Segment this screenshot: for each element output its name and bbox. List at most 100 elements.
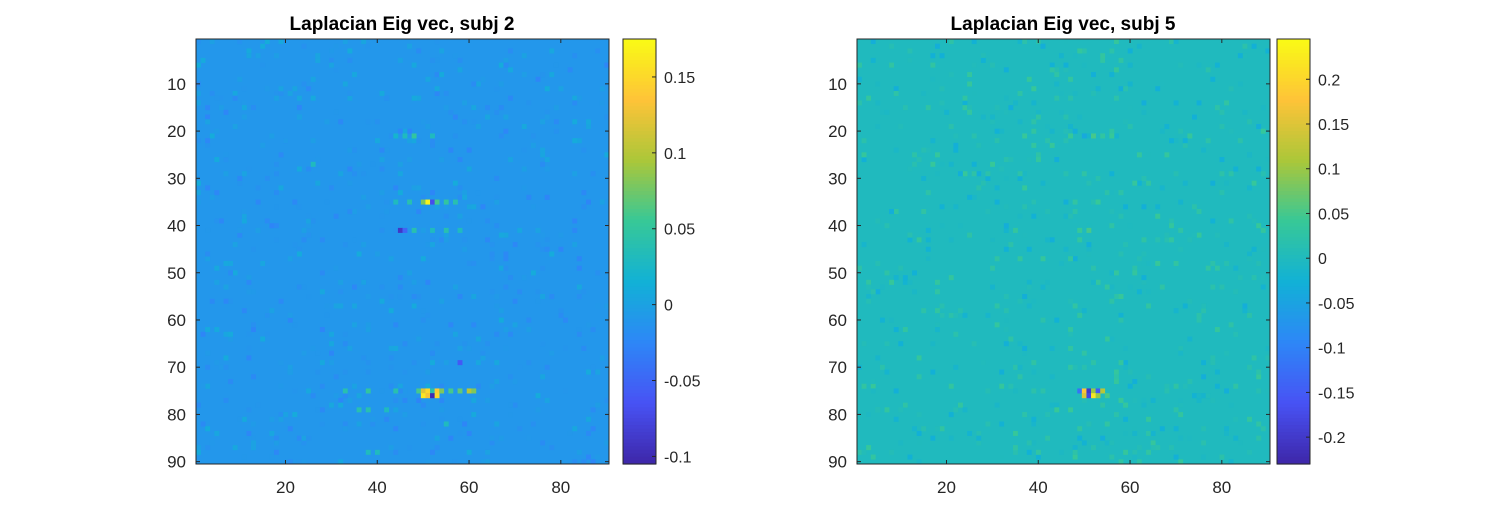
heatmap-texture-cell [1003,227,1009,233]
heatmap-texture-cell [214,430,220,436]
colorbar-strip [623,371,656,377]
heatmap-texture-cell [352,322,357,328]
heatmap-texture-cell [1035,421,1041,427]
heatmap-texture-cell [462,190,468,196]
heatmap-texture-cell [576,449,582,455]
heatmap-cell [430,199,435,205]
heatmap-texture-cell [1159,128,1165,134]
colorbar-strip [1277,145,1310,150]
heatmap-texture-cell [228,331,234,337]
heatmap-texture-cell [443,105,449,111]
heatmap-texture-cell [218,364,224,370]
heatmap-texture-cell [1196,393,1202,399]
heatmap-texture-cell [287,312,293,318]
heatmap-cell [457,227,463,233]
heatmap-texture-cell [251,289,256,295]
colorbar-strip [1277,60,1310,65]
y-tick-label: 30 [167,169,186,188]
heatmap-texture-cell [393,449,399,455]
heatmap-texture-cell [347,345,353,351]
colorbar-strip [1277,389,1310,394]
heatmap-texture-cell [420,256,426,262]
heatmap-texture-cell [857,62,862,68]
heatmap-texture-cell [971,39,977,45]
heatmap-texture-cell [1003,157,1009,163]
heatmap-texture-cell [1100,336,1106,342]
heatmap-texture-cell [1058,109,1064,115]
heatmap-texture-cell [939,312,945,318]
heatmap-texture-cell [1205,393,1211,399]
heatmap-texture-cell [388,345,394,351]
heatmap-texture-cell [962,171,968,177]
heatmap-texture-cell [292,86,298,92]
colorbar-strip [623,226,656,231]
heatmap-texture-cell [1196,232,1202,238]
heatmap-texture-cell [530,142,536,148]
heatmap-texture-cell [1022,345,1028,351]
heatmap-texture-cell [255,53,261,59]
heatmap-texture-cell [508,275,513,281]
heatmap-texture-cell [517,364,523,370]
heatmap-texture-cell [457,213,463,219]
heatmap-texture-cell [466,147,472,153]
heatmap-texture-cell [260,43,266,49]
heatmap-texture-cell [494,194,500,200]
heatmap-texture-cell [590,459,596,465]
heatmap-texture-cell [200,383,206,389]
heatmap-cell [1100,388,1106,394]
heatmap-texture-cell [1017,270,1023,276]
heatmap-texture-cell [1031,86,1037,92]
heatmap-texture-cell [1201,393,1207,399]
heatmap-texture-cell [1100,133,1106,139]
heatmap-cell [1095,393,1101,399]
heatmap-texture-cell [434,39,440,45]
heatmap-texture-cell [939,303,945,309]
colorbar-strip [1277,95,1310,100]
colorbar-strip [623,230,656,235]
heatmap-texture-cell [508,95,513,101]
heatmap-texture-cell [356,421,362,427]
heatmap-texture-cell [342,341,348,347]
heatmap-texture-cell [388,308,394,314]
heatmap-texture-cell [907,232,913,238]
heatmap-texture-cell [1072,449,1078,455]
heatmap-texture-cell [342,426,348,432]
heatmap-texture-cell [1072,454,1078,460]
heatmap-texture-cell [237,232,243,238]
heatmap-texture-cell [352,284,357,290]
heatmap-texture-cell [576,95,582,101]
heatmap-texture-cell [1113,369,1119,375]
heatmap-texture-cell [1182,303,1188,309]
heatmap-texture-cell [1233,327,1239,333]
colorbar-strip [623,347,656,352]
heatmap-texture-cell [879,317,885,323]
heatmap-texture-cell [1109,440,1115,446]
heatmap-texture-cell [301,459,307,465]
colorbar-strip [1277,226,1310,231]
heatmap-texture-cell [875,100,881,106]
heatmap-texture-cell [1031,416,1037,422]
colorbar-tick-label: -0.1 [1318,341,1346,358]
heatmap-texture-cell [857,76,862,82]
x-tick-label: 40 [368,478,387,497]
heatmap-texture-cell [319,407,325,413]
y-tick-label: 60 [167,311,186,330]
colorbar-strip [1277,53,1310,58]
heatmap-texture-cell [393,397,399,403]
heatmap-texture-cell [393,345,399,351]
heatmap-texture-cell [1022,412,1028,418]
colorbar-strip [623,70,656,76]
heatmap-texture-cell [1035,109,1041,115]
heatmap-texture-cell [1091,199,1096,205]
heatmap-texture-cell [1049,128,1055,134]
heatmap-texture-cell [861,383,867,389]
heatmap-texture-cell [1146,454,1151,460]
heatmap-texture-cell [237,180,243,186]
colorbar-strip [1277,170,1310,175]
heatmap-texture-cell [604,114,610,120]
colorbar-strip [1277,403,1310,408]
colorbar-strip [623,332,656,338]
heatmap-texture-cell [283,412,289,418]
heatmap-texture-cell [301,435,307,441]
colorbar-strip [623,315,656,320]
